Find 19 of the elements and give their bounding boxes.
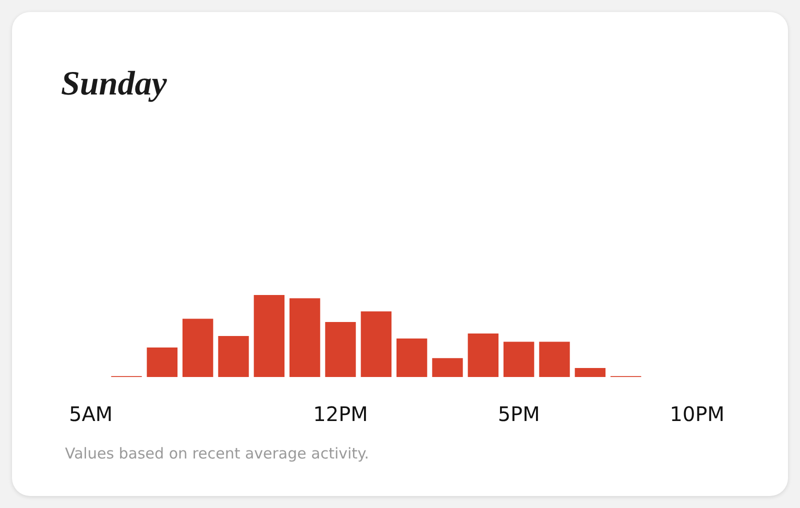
bar — [182, 318, 214, 377]
bar — [503, 342, 534, 377]
bar — [146, 347, 178, 377]
bar — [539, 342, 570, 377]
bar — [574, 368, 606, 377]
x-tick-label: 5PM — [498, 402, 540, 426]
bar — [325, 322, 356, 377]
text: Values based on recent average activity. — [65, 444, 370, 462]
bar — [432, 358, 463, 377]
bar — [218, 336, 249, 377]
x-tick-label: 12PM — [313, 402, 368, 426]
x-tick-label: 5AM — [68, 402, 113, 426]
bar — [468, 334, 499, 377]
bar — [360, 311, 392, 377]
x-tick-label: 10PM — [670, 402, 725, 426]
bar — [396, 338, 428, 377]
bar — [254, 295, 285, 377]
bar — [289, 298, 320, 377]
chart-title: Sunday — [61, 66, 168, 102]
